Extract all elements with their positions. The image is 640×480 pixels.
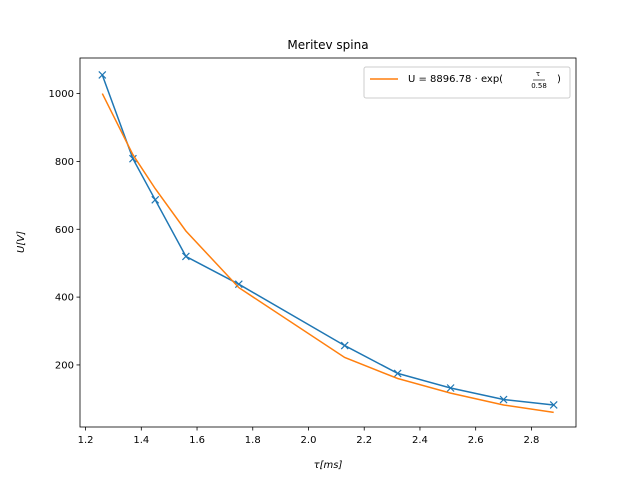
legend: U = 8896.78 · exp( τ 0.58 ) <box>363 66 571 99</box>
data-point <box>393 369 402 378</box>
data-point <box>98 71 107 79</box>
y-tick-label: 600 <box>55 225 74 236</box>
y-axis: 200 400 600 800 1000 <box>49 89 80 371</box>
plot-frame <box>79 57 577 428</box>
x-axis-label: τ[ms] <box>314 460 343 471</box>
data-point <box>129 154 137 163</box>
x-tick-label: 1.2 <box>78 435 94 446</box>
legend-fit-denominator: 0.58 <box>531 82 547 90</box>
data-point <box>181 252 190 261</box>
x-tick-label: 1.6 <box>189 435 205 446</box>
x-tick-label: 2.8 <box>523 435 539 446</box>
y-tick-label: 1000 <box>49 89 74 100</box>
plot-area <box>79 57 577 428</box>
y-tick-label: 800 <box>55 157 74 168</box>
legend-fit-numerator: τ <box>536 70 540 78</box>
chart-title: Meritev spina <box>287 38 368 52</box>
data-point <box>340 341 349 350</box>
x-tick-label: 2.6 <box>468 435 484 446</box>
data-point <box>151 195 160 204</box>
x-tick-label: 2.0 <box>301 435 317 446</box>
data-point <box>549 401 558 409</box>
legend-fit-prefix: U = 8896.78 · exp( <box>408 74 503 85</box>
y-tick-label: 400 <box>55 293 74 304</box>
legend-entry-fit: U = 8896.78 · exp( <box>408 74 503 85</box>
x-tick-label: 1.8 <box>245 435 261 446</box>
y-axis-label: U[V] <box>16 231 27 253</box>
legend-box <box>363 66 571 99</box>
y-tick-label: 200 <box>55 360 74 371</box>
series-line-fit <box>101 93 554 414</box>
series-line-measured <box>101 74 554 406</box>
x-axis: 1.2 1.4 1.6 1.8 2.0 2.2 2.4 2.6 2.8 <box>78 427 539 446</box>
legend-fit-suffix: ) <box>557 74 561 85</box>
data-point <box>499 395 508 404</box>
x-tick-label: 2.4 <box>412 435 428 446</box>
data-point <box>446 384 455 392</box>
x-tick-label: 2.2 <box>356 435 372 446</box>
x-tick-label: 1.4 <box>133 435 149 446</box>
data-point <box>234 280 243 289</box>
